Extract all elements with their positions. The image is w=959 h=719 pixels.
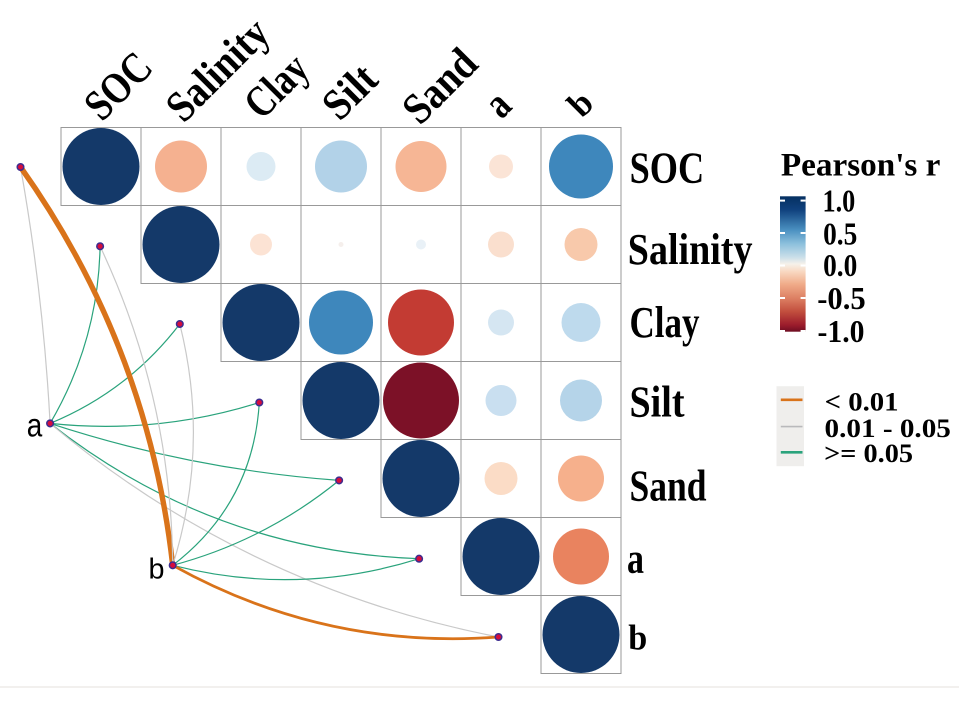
- svg-text:Salinity: Salinity: [628, 225, 753, 274]
- svg-text:a: a: [627, 536, 644, 583]
- svg-text:0.0: 0.0: [823, 248, 857, 283]
- svg-text:Clay: Clay: [630, 298, 700, 347]
- svg-text:SOC: SOC: [630, 144, 705, 193]
- svg-text:Silt: Silt: [630, 378, 685, 427]
- svg-text:-1.0: -1.0: [818, 314, 865, 349]
- svg-text:b: b: [149, 554, 165, 586]
- svg-text:0.01 - 0.05: 0.01 - 0.05: [825, 414, 951, 443]
- svg-text:Pearson's r: Pearson's r: [781, 147, 941, 183]
- svg-text:a: a: [27, 406, 43, 443]
- svg-text:1.0: 1.0: [823, 183, 856, 218]
- svg-text:< 0.01: < 0.01: [825, 388, 899, 417]
- svg-text:0.5: 0.5: [823, 216, 857, 251]
- svg-text:b: b: [628, 618, 647, 658]
- svg-text:>= 0.05: >= 0.05: [824, 439, 913, 468]
- svg-text:Sand: Sand: [630, 462, 707, 511]
- svg-text:-0.5: -0.5: [817, 281, 866, 316]
